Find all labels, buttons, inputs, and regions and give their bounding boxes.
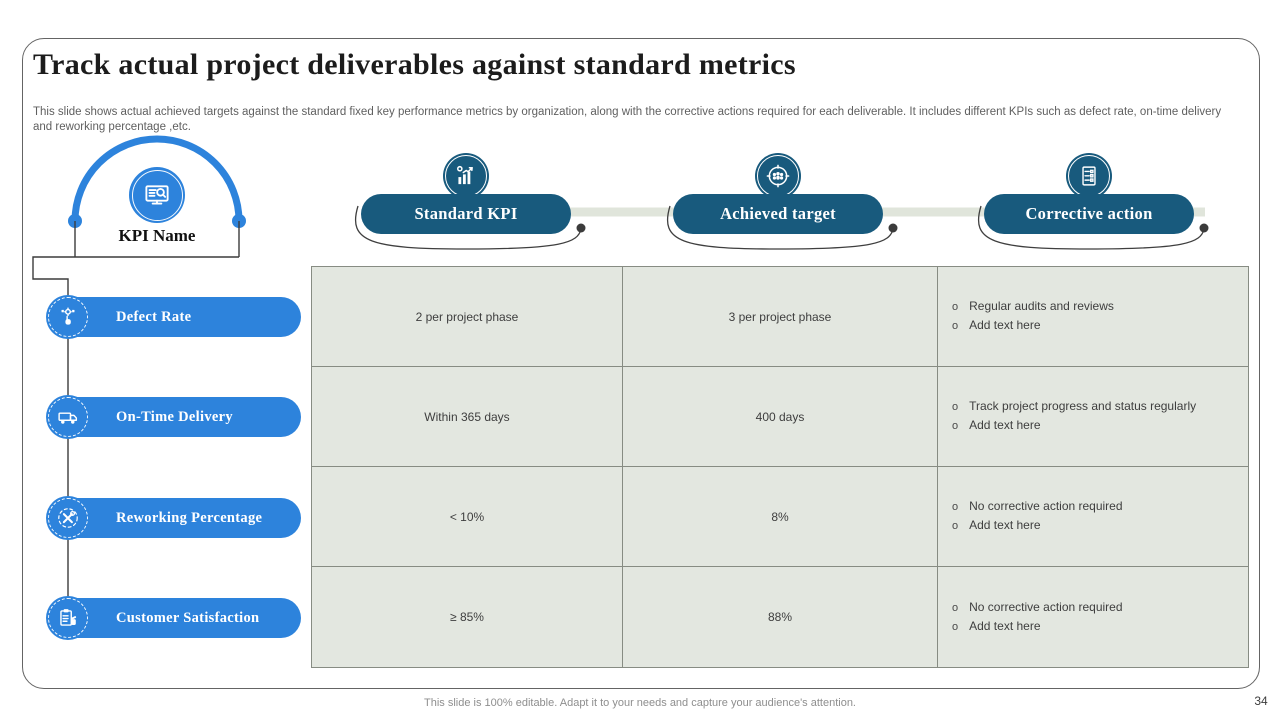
- delivery-truck-icon: [46, 395, 90, 439]
- slide-border: [22, 38, 1260, 689]
- kpi-name-label: KPI Name: [118, 226, 196, 245]
- repair-tools-icon: [46, 496, 90, 540]
- kpi-pill-on-time-delivery: On-Time Delivery: [44, 395, 301, 439]
- slide-description: This slide shows actual achieved targets…: [33, 106, 1222, 133]
- page-number: 34: [1254, 694, 1268, 708]
- kpi-pill-customer-satisfaction: Customer Satisfaction: [44, 596, 301, 640]
- corrective-item: Add text here: [952, 518, 1240, 534]
- table-cell-standard: 2 per project phase: [312, 267, 623, 367]
- kpi-pill-label: On-Time Delivery: [116, 409, 233, 425]
- table-cell-corrective: Track project progress and status regula…: [938, 367, 1248, 467]
- defect-gear-hand-icon: [46, 295, 90, 339]
- table-cell-corrective: No corrective action required Add text h…: [938, 567, 1248, 667]
- corrective-item: No corrective action required: [952, 499, 1240, 515]
- monitor-search-icon: [129, 167, 185, 223]
- slide-title: Track actual project deliverables agains…: [33, 48, 796, 81]
- table-cell-corrective: Regular audits and reviews Add text here: [938, 267, 1248, 367]
- table-cell-standard: < 10%: [312, 467, 623, 567]
- table-cell-corrective: No corrective action required Add text h…: [938, 467, 1248, 567]
- bar-chart-icon: [443, 153, 489, 199]
- table-cell-achieved: 8%: [623, 467, 938, 567]
- column-header-standard-kpi: Standard KPI: [361, 153, 571, 235]
- kpi-pill-defect-rate: Defect Rate: [44, 295, 301, 339]
- kpi-pill-label: Defect Rate: [116, 309, 192, 325]
- table-cell-achieved: 400 days: [623, 367, 938, 467]
- corrective-item: Track project progress and status regula…: [952, 399, 1240, 415]
- table-cell-achieved: 3 per project phase: [623, 267, 938, 367]
- column-header-corrective-action: Corrective action: [984, 153, 1194, 235]
- column-label-achieved-target: Achieved target: [673, 194, 883, 234]
- footer-note: This slide is 100% editable. Adapt it to…: [424, 697, 856, 709]
- checklist-icon: [1066, 153, 1112, 199]
- target-audience-icon: [755, 153, 801, 199]
- corrective-item: Regular audits and reviews: [952, 299, 1240, 315]
- table-cell-standard: ≥ 85%: [312, 567, 623, 667]
- column-header-achieved-target: Achieved target: [673, 153, 883, 235]
- table-cell-standard: Within 365 days: [312, 367, 623, 467]
- customer-feedback-icon: [46, 596, 90, 640]
- corrective-item: Add text here: [952, 418, 1240, 434]
- corrective-item: Add text here: [952, 619, 1240, 635]
- kpi-pill-reworking-percentage: Reworking Percentage: [44, 496, 301, 540]
- kpi-table: 2 per project phase 3 per project phase …: [311, 266, 1249, 668]
- column-label-standard-kpi: Standard KPI: [361, 194, 571, 234]
- corrective-item: No corrective action required: [952, 600, 1240, 616]
- kpi-pill-label: Customer Satisfaction: [116, 610, 260, 626]
- kpi-pill-label: Reworking Percentage: [116, 510, 263, 526]
- table-cell-achieved: 88%: [623, 567, 938, 667]
- column-label-corrective-action: Corrective action: [984, 194, 1194, 234]
- corrective-item: Add text here: [952, 318, 1240, 334]
